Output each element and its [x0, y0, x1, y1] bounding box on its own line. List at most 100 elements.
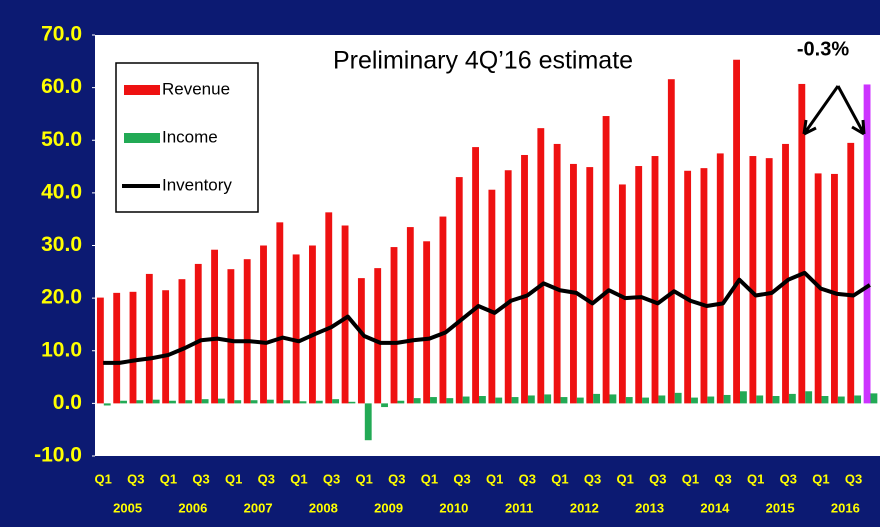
bar — [201, 399, 209, 404]
bar — [260, 245, 267, 404]
bar — [478, 396, 486, 404]
group-label: 2006 — [178, 500, 207, 515]
bar — [684, 170, 692, 404]
bar — [430, 397, 437, 404]
legend-swatch — [124, 85, 160, 95]
bar — [397, 400, 405, 404]
bar — [309, 245, 316, 404]
bar — [178, 279, 186, 404]
x-tick-label: Q1 — [682, 471, 699, 486]
bar — [831, 173, 838, 404]
bar — [733, 59, 740, 404]
bar — [635, 166, 643, 404]
bar — [283, 400, 291, 404]
bar — [527, 395, 535, 404]
x-tick-label: Q3 — [649, 471, 666, 486]
bar — [446, 398, 454, 404]
bar — [586, 167, 594, 404]
bar — [136, 400, 144, 404]
bar — [837, 396, 845, 404]
bar — [576, 397, 584, 404]
bar — [439, 216, 447, 404]
bar — [332, 399, 340, 404]
bar — [821, 396, 829, 404]
bar — [716, 153, 724, 404]
bar — [472, 147, 479, 404]
bar — [691, 397, 698, 404]
y-tick-label: 40.0 — [41, 180, 82, 203]
x-tick-label: Q1 — [94, 471, 111, 486]
bar — [609, 394, 617, 404]
x-tick-label: Q3 — [519, 471, 536, 486]
bar — [423, 241, 431, 404]
bar — [723, 394, 731, 404]
bar — [511, 397, 519, 404]
bar — [390, 247, 398, 404]
bar — [749, 156, 757, 404]
bar — [593, 393, 601, 404]
bar — [462, 396, 470, 404]
bar — [674, 392, 682, 404]
bar — [96, 297, 104, 404]
bar — [217, 398, 225, 404]
bar — [788, 393, 796, 404]
x-tick-label: Q3 — [453, 471, 470, 486]
bar — [152, 399, 160, 404]
bar — [357, 278, 365, 404]
bar — [341, 225, 349, 404]
bar — [847, 142, 855, 404]
group-label: 2012 — [570, 500, 599, 515]
y-tick-label: 0.0 — [53, 391, 82, 414]
bar — [113, 292, 121, 404]
bar — [299, 401, 307, 404]
bar — [700, 168, 708, 404]
bar — [227, 269, 235, 404]
bar — [145, 273, 153, 404]
legend-swatch — [124, 133, 160, 143]
y-tick-label: 50.0 — [41, 128, 82, 151]
group-label: 2016 — [831, 500, 860, 515]
group-label: 2015 — [766, 500, 795, 515]
bar — [642, 397, 649, 404]
bar — [544, 394, 552, 404]
x-tick-label: Q1 — [616, 471, 633, 486]
group-label: 2014 — [700, 500, 730, 515]
group-label: 2008 — [309, 500, 338, 515]
bar — [292, 254, 300, 404]
bar — [707, 396, 715, 404]
bar — [211, 249, 218, 404]
bar — [570, 163, 577, 404]
x-tick-label: Q3 — [584, 471, 601, 486]
group-label: 2013 — [635, 500, 664, 515]
bar — [805, 391, 813, 404]
bar — [364, 403, 372, 441]
bar — [325, 212, 333, 404]
bar — [129, 291, 137, 404]
x-tick-label: Q3 — [845, 471, 862, 486]
bar — [488, 189, 496, 404]
group-label: 2011 — [505, 500, 533, 515]
bar — [765, 158, 773, 404]
bar — [658, 395, 666, 404]
annotation-arrows — [802, 85, 866, 136]
annotation: -0.3% — [797, 38, 849, 60]
x-tick-label: Q1 — [290, 471, 307, 486]
bar — [406, 227, 414, 404]
bar — [739, 391, 747, 404]
x-tick-label: Q3 — [127, 471, 144, 486]
bar — [348, 401, 356, 404]
legend-label: Inventory — [162, 175, 232, 194]
chart-title: Preliminary 4Q’16 estimate — [333, 47, 633, 75]
bar — [602, 116, 610, 404]
group-label: 2007 — [244, 500, 273, 515]
x-tick-label: Q1 — [225, 471, 242, 486]
line — [103, 270, 871, 365]
bar — [194, 263, 202, 404]
y-tick-label: 70.0 — [41, 23, 82, 46]
bar — [651, 156, 659, 404]
bar — [504, 170, 512, 404]
bar — [374, 268, 382, 404]
y-tick-label: 10.0 — [41, 338, 82, 361]
group-label: 2009 — [374, 500, 403, 515]
